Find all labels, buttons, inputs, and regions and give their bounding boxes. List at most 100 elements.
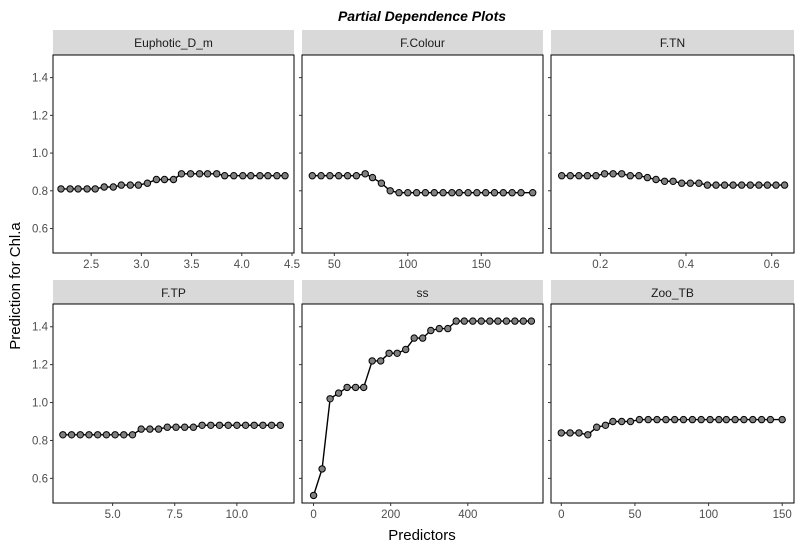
data-point [402, 345, 410, 354]
data-point [444, 324, 452, 333]
data-point [360, 383, 368, 392]
data-point [502, 317, 511, 325]
data-point [435, 324, 443, 333]
panel-border [301, 54, 544, 254]
facet-strip [53, 280, 294, 304]
data-point [351, 383, 360, 392]
y-tick-label: 0.6 [32, 223, 48, 235]
facet-label: F.Colour [400, 36, 445, 50]
data-point [276, 421, 284, 429]
data-point [722, 415, 730, 424]
data-point [455, 189, 463, 197]
data-point [224, 421, 232, 429]
data-point [83, 185, 91, 193]
data-point [343, 383, 351, 392]
y-tick-label: 1.2 [32, 360, 48, 372]
y-tick-label: 1.0 [32, 148, 48, 160]
data-point [267, 421, 276, 429]
panel-border [301, 303, 544, 504]
data-point [326, 395, 334, 403]
data-point [494, 317, 502, 325]
data-point [609, 170, 617, 178]
facet-label: ss [417, 286, 429, 300]
data-point [566, 172, 574, 180]
data-point [712, 181, 720, 189]
data-point [755, 181, 763, 189]
data-point [213, 170, 221, 178]
data-point [326, 172, 334, 180]
data-point [508, 189, 516, 197]
data-point [575, 172, 583, 180]
data-point [308, 172, 316, 180]
data-point [57, 185, 65, 193]
panel-4: ss 0 200 400 [299, 280, 544, 521]
data-point [128, 431, 137, 439]
x-tick-label: 100 [699, 509, 718, 521]
data-point [181, 423, 189, 431]
data-point [419, 334, 427, 342]
data-point [117, 181, 126, 189]
data-point [511, 317, 519, 325]
panel-border [52, 54, 295, 254]
x-tick-label: 400 [458, 509, 477, 521]
facet-strip [551, 280, 794, 304]
data-point [59, 431, 67, 439]
data-point [250, 421, 258, 429]
data-point [635, 172, 643, 180]
data-point [592, 172, 600, 180]
x-tick-label: 7.5 [167, 509, 183, 521]
data-point [120, 431, 128, 439]
data-point [393, 349, 401, 357]
panel-3: F.TP 0.6 0.8 1.0 1.2 1.4 5.0 7.5 10.0 [32, 280, 295, 521]
data-point [177, 170, 186, 178]
data-point [281, 172, 289, 180]
data-point [746, 181, 754, 189]
data-point [368, 357, 376, 365]
data-point [583, 172, 592, 180]
data-point [430, 189, 438, 197]
data-point [189, 423, 198, 431]
data-point [460, 317, 468, 325]
data-point [757, 415, 766, 424]
data-point [334, 389, 343, 397]
chart-title: Partial Dependence Plots [338, 8, 506, 24]
x-axis-title: Predictors [388, 527, 456, 544]
data-point [618, 417, 626, 426]
data-point [780, 181, 789, 189]
y-tick-label: 1.4 [32, 322, 49, 334]
x-tick-label: 50 [328, 259, 341, 271]
data-point [386, 187, 394, 195]
y-tick-label: 0.8 [32, 186, 48, 198]
x-tick-label: 150 [773, 509, 792, 521]
data-point [410, 334, 418, 342]
data-point [256, 172, 264, 180]
data-point [111, 431, 119, 439]
data-point [172, 423, 180, 431]
data-point [517, 189, 525, 197]
data-point [499, 189, 507, 197]
data-point [247, 172, 255, 180]
x-tick-label: 50 [629, 509, 642, 521]
facet-label: Zoo_TB [651, 286, 694, 300]
facet-strip [302, 280, 543, 304]
x-tick-label: 100 [398, 259, 417, 271]
data-point [377, 357, 385, 365]
panel-1: F.Colour 50 100 150 [299, 30, 544, 271]
x-tick-label: 4.5 [284, 259, 300, 271]
x-tick-label: 0.2 [592, 259, 608, 271]
panel-5: Zoo_TB 0 50 100 150 [548, 280, 795, 521]
data-point [772, 181, 780, 189]
data-point [482, 189, 490, 197]
y-tick-label: 0.8 [32, 435, 48, 447]
data-point [678, 179, 686, 187]
data-point [688, 415, 697, 424]
data-point [609, 417, 617, 426]
data-point [763, 181, 772, 189]
x-tick-label: 3.5 [184, 259, 200, 271]
data-point [527, 317, 536, 325]
data-point [146, 425, 154, 433]
data-point [557, 429, 565, 437]
data-point [643, 173, 652, 182]
data-point [644, 415, 652, 424]
data-point [85, 431, 93, 439]
